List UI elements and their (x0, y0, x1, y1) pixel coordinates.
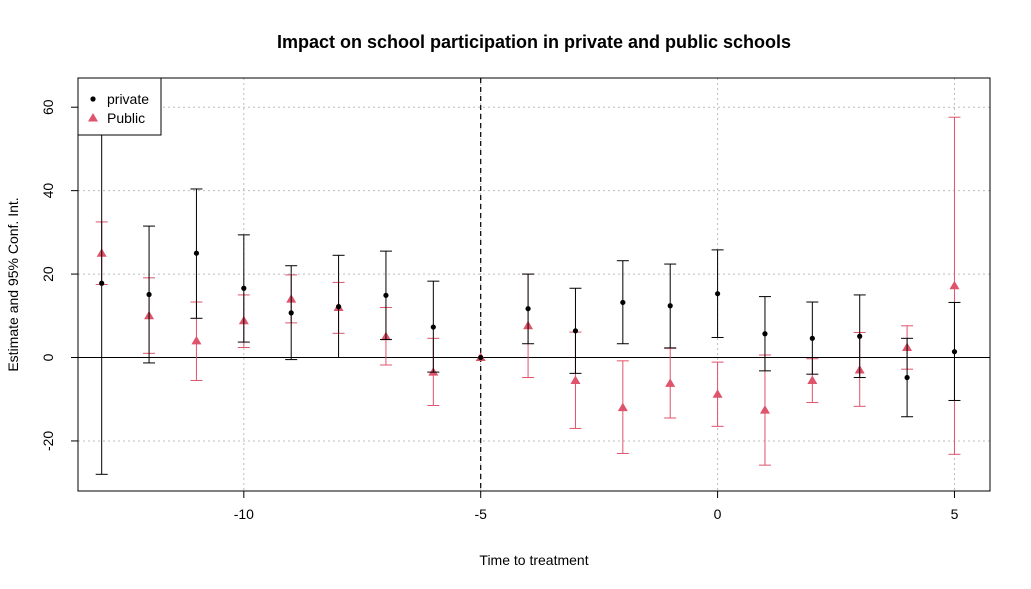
point-public (570, 375, 581, 384)
x-tick-label: -5 (474, 506, 487, 522)
point-private (478, 354, 484, 361)
y-axis-label: Estimate and 95% Conf. Int. (5, 197, 21, 371)
point-private (904, 374, 910, 381)
x-tick-label: 0 (714, 506, 722, 522)
point-private (809, 335, 815, 341)
y-tick-label: 60 (40, 99, 56, 115)
point-private (335, 304, 342, 310)
point-public (807, 375, 818, 384)
point-private (288, 310, 294, 316)
series-layer (95, 94, 961, 475)
y-tick-label: 40 (40, 183, 56, 199)
point-private (951, 349, 958, 355)
point-public (759, 405, 770, 414)
legend-label-public: Public (107, 110, 145, 126)
grid (78, 78, 990, 491)
point-public (712, 389, 723, 398)
point-private (667, 303, 673, 309)
chart-title: Impact on school participation in privat… (277, 32, 791, 52)
y-tick-label: 0 (40, 353, 56, 361)
point-public (949, 280, 960, 290)
series-private (95, 94, 961, 475)
reference-lines (78, 78, 990, 491)
plot-frame (77, 77, 991, 492)
axes: -10 -5 0 5 -20 0 20 40 60 (40, 99, 959, 522)
point-private (383, 292, 389, 298)
y-tick-label: 20 (40, 266, 56, 282)
point-private (525, 306, 531, 312)
point-private (241, 285, 247, 291)
point-private (146, 291, 152, 298)
legend-box (77, 77, 162, 136)
point-private (714, 291, 721, 297)
legend: private Public (77, 77, 162, 136)
x-axis-label: Time to treatment (479, 552, 588, 568)
point-private (572, 328, 579, 334)
point-public (665, 378, 676, 387)
point-private (430, 324, 436, 330)
y-tick-label: -20 (40, 431, 56, 451)
x-tick-label: -10 (234, 506, 254, 522)
point-private (762, 331, 768, 337)
legend-marker-private (90, 96, 96, 102)
x-tick-label: 5 (951, 506, 959, 522)
point-public (617, 402, 628, 412)
legend-marker-public (88, 113, 98, 122)
point-private (193, 250, 200, 256)
point-private (620, 299, 626, 306)
point-public (191, 335, 202, 345)
point-private (857, 333, 863, 339)
legend-label-private: private (107, 91, 149, 107)
point-private (99, 280, 105, 286)
